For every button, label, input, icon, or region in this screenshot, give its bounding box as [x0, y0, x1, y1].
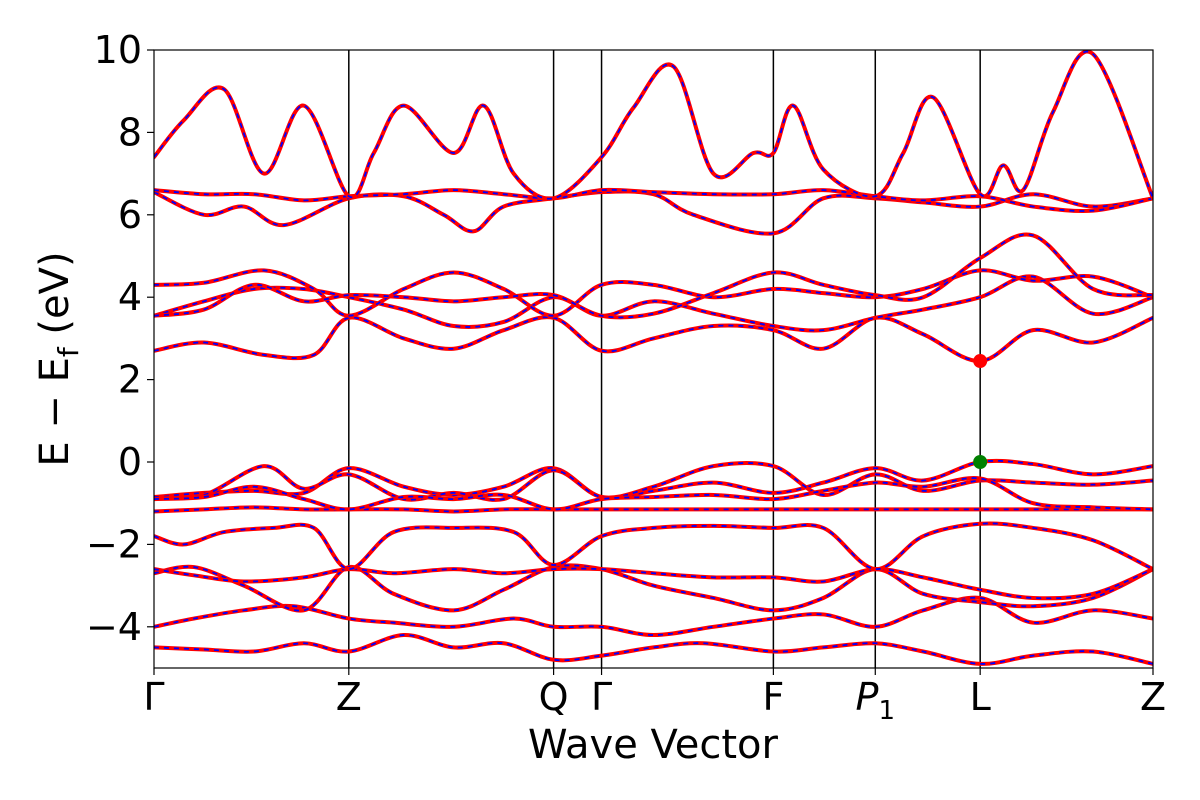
- band-line-solid: [154, 50, 1153, 201]
- y-tick-label: −4: [86, 605, 142, 649]
- y-axis-title-unit: (eV): [32, 251, 78, 347]
- x-tick-label: Γ: [143, 675, 164, 719]
- y-tick-label: 10: [94, 28, 142, 72]
- conduction-band-minimum-marker: [973, 354, 988, 369]
- band-line-solid: [154, 268, 1153, 318]
- band-line-dashed: [154, 477, 1153, 511]
- y-tick-label: 8: [118, 110, 142, 154]
- x-tick-label: Q: [539, 675, 569, 719]
- band-line-dashed: [154, 190, 1153, 235]
- y-axis-title: E − Ef (eV): [32, 251, 85, 466]
- band-line-solid: [154, 232, 1153, 320]
- x-tick-label: Z: [336, 675, 362, 719]
- y-axis-title-main: E − E: [32, 357, 78, 467]
- band-line-solid: [154, 505, 1153, 514]
- y-tick-label: 2: [118, 358, 142, 402]
- y-axis-ticks: −4 −2 0 2 4 6 8 10: [86, 28, 154, 649]
- band-line-dashed: [154, 506, 1153, 513]
- y-tick-label: 0: [118, 440, 142, 484]
- x-axis-ticks: Γ Z Q Γ F P1 L Z: [143, 668, 1166, 726]
- band-line-dashed: [154, 564, 1153, 612]
- x-tick-label: Γ: [591, 675, 612, 719]
- x-tick-label: P1: [856, 675, 895, 726]
- y-tick-label: 4: [118, 275, 142, 319]
- band-edge-markers: [973, 354, 988, 469]
- band-line-dashed: [154, 275, 1153, 332]
- band-line-solid: [154, 521, 1153, 572]
- plot-frame: [153, 49, 1154, 669]
- band-lines: [154, 50, 1153, 666]
- band-line-dashed: [154, 634, 1153, 665]
- x-tick-label: Z: [1140, 675, 1166, 719]
- band-line-dashed: [154, 462, 1153, 501]
- x-axis-title: Wave Vector: [528, 722, 779, 768]
- x-tick-label: L: [970, 675, 991, 719]
- band-line-dashed: [154, 567, 1153, 600]
- valence-band-maximum-marker: [973, 455, 988, 469]
- y-tick-label: 6: [118, 193, 142, 237]
- band-line-dashed: [154, 522, 1153, 571]
- y-axis-title-subscript: f: [52, 346, 85, 357]
- band-line-dashed: [154, 50, 1153, 200]
- band-line-dashed: [154, 233, 1153, 319]
- band-line-dashed: [154, 596, 1153, 636]
- band-line-dashed: [154, 459, 1153, 499]
- band-line-solid: [154, 189, 1153, 236]
- x-tick-label: F: [762, 675, 784, 719]
- band-line-dashed: [154, 269, 1153, 317]
- band-line-dashed: [154, 188, 1153, 212]
- band-line-dashed: [154, 316, 1153, 362]
- y-tick-label: −2: [86, 522, 142, 566]
- band-line-solid: [154, 633, 1153, 666]
